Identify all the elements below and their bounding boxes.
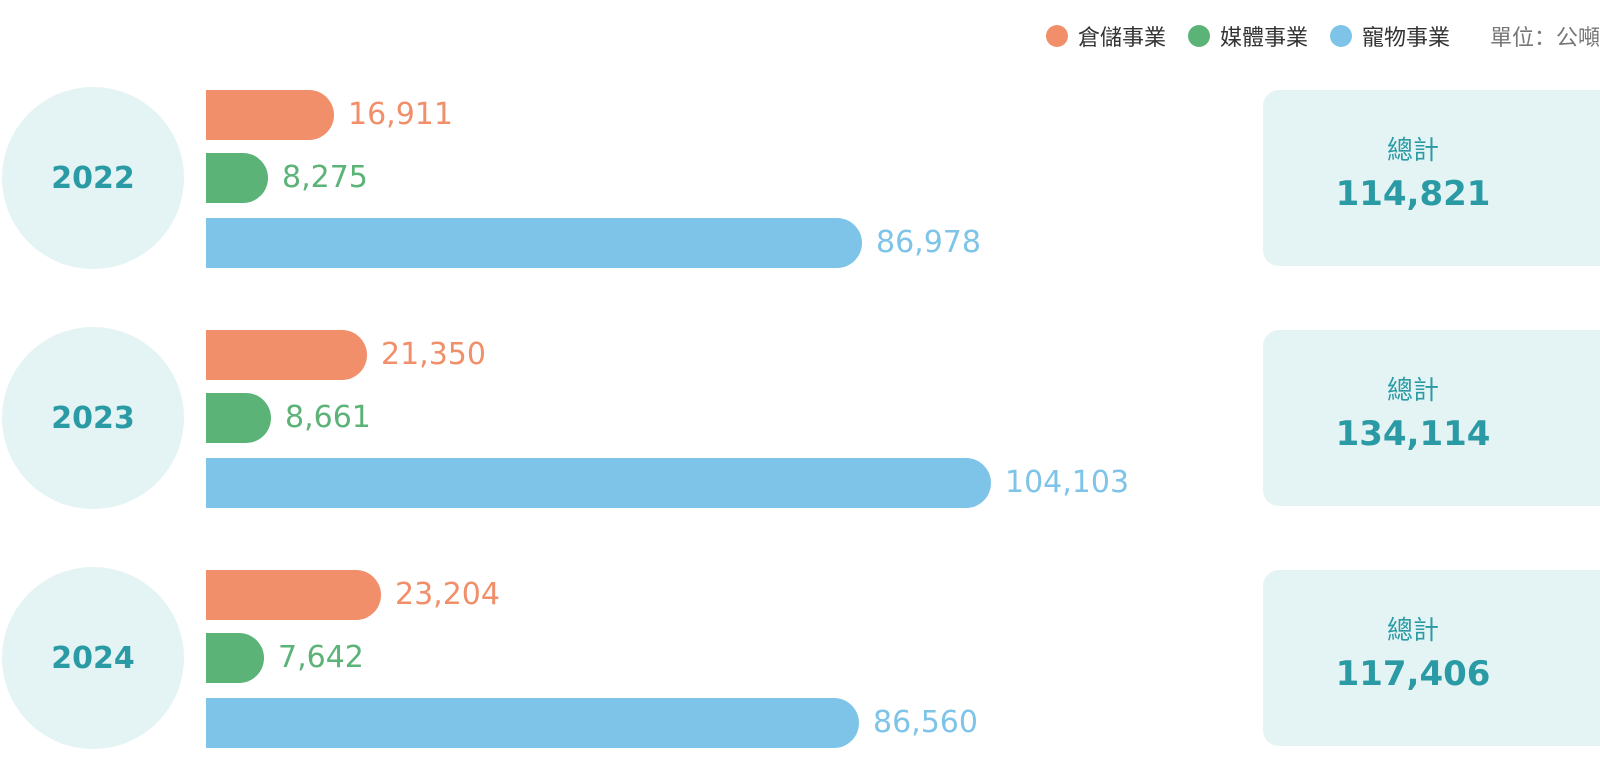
- total-card-inner: 總計 114,821: [1263, 90, 1563, 218]
- bar-value-media-2023: 8,661: [285, 400, 371, 435]
- legend-item-pet: 寵物事業: [1329, 20, 1450, 52]
- bar-value-media-2024: 7,642: [278, 640, 364, 675]
- bar-pet-2024: [206, 698, 859, 748]
- bar-storage-2023: [206, 330, 367, 380]
- total-value: 134,114: [1335, 414, 1491, 454]
- bar-value-media-2022: 8,275: [282, 160, 368, 195]
- legend-dot-pet: [1329, 25, 1352, 47]
- legend-label-storage: 倉儲事業: [1077, 26, 1166, 51]
- total-card-inner: 總計 117,406: [1263, 570, 1563, 698]
- bar-pet-2022: [206, 218, 862, 268]
- total-label: 總計: [1386, 136, 1439, 166]
- legend-label-pet: 寵物事業: [1361, 26, 1450, 51]
- total-card-inner: 總計 134,114: [1263, 330, 1563, 458]
- bar-value-storage-2023: 21,350: [381, 337, 486, 372]
- bar-media-2023: [206, 393, 271, 443]
- bar-value-pet-2023: 104,103: [1005, 465, 1130, 500]
- year-circle-2024: 2024: [2, 567, 184, 749]
- bar-storage-2024: [206, 570, 381, 620]
- bar-media-2024: [206, 633, 264, 683]
- unit-label: 單位：公噸: [1489, 26, 1600, 51]
- bar-storage-2022: [206, 90, 334, 140]
- total-card-2023: 總計 134,114: [1263, 330, 1600, 506]
- year-circle-2022: 2022: [2, 87, 184, 269]
- bar-value-storage-2024: 23,204: [395, 577, 500, 612]
- bar-value-pet-2022: 86,978: [876, 225, 981, 260]
- total-label: 總計: [1386, 616, 1439, 646]
- total-label: 總計: [1386, 376, 1439, 406]
- total-value: 117,406: [1335, 654, 1491, 694]
- legend-label-media: 媒體事業: [1219, 26, 1308, 51]
- legend-dot-storage: [1045, 25, 1068, 47]
- total-card-2024: 總計 117,406: [1263, 570, 1600, 746]
- legend-dot-media: [1187, 25, 1210, 47]
- legend-item-media: 媒體事業: [1187, 20, 1308, 52]
- bar-value-storage-2022: 16,911: [348, 97, 453, 132]
- total-value: 114,821: [1335, 174, 1491, 214]
- bar-value-pet-2024: 86,560: [873, 705, 978, 740]
- total-card-2022: 總計 114,821: [1263, 90, 1600, 266]
- bar-pet-2023: [206, 458, 991, 508]
- legend: 倉儲事業 媒體事業 寵物事業 單位：公噸: [1045, 18, 1600, 54]
- bar-media-2022: [206, 153, 268, 203]
- legend-item-storage: 倉儲事業: [1045, 20, 1166, 52]
- year-circle-2023: 2023: [2, 327, 184, 509]
